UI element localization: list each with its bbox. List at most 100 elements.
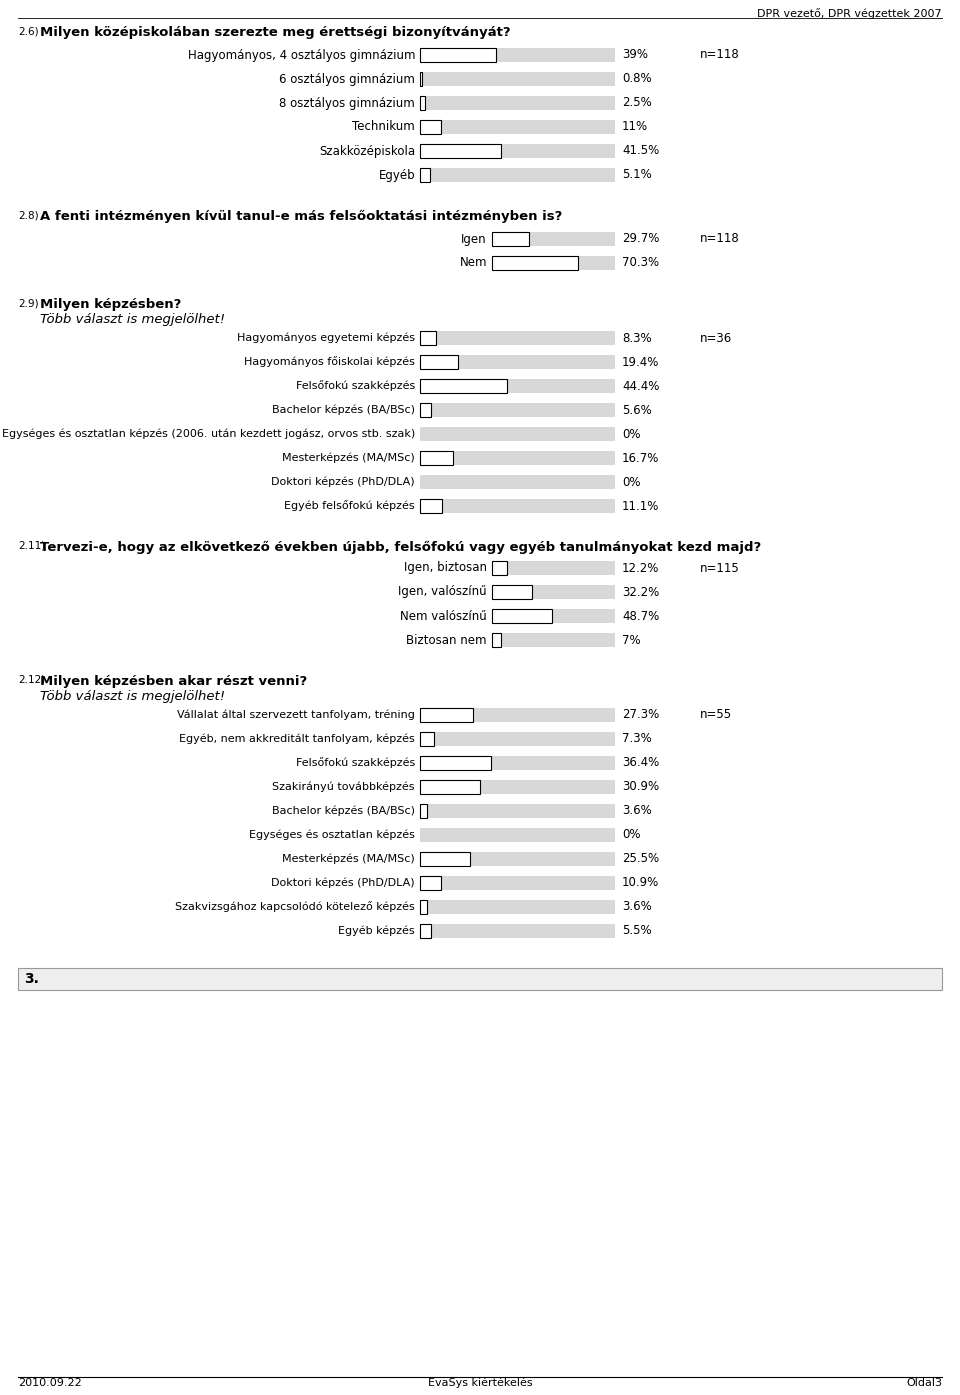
Bar	[420, 476, 615, 490]
Text: 44.4%: 44.4%	[622, 379, 660, 392]
Text: 2.9): 2.9)	[18, 299, 38, 308]
Text: Több választ is megjelölhet!: Több választ is megjelölhet!	[40, 312, 226, 326]
Bar	[420, 403, 431, 417]
Text: Hagyományos főiskolai képzés: Hagyományos főiskolai képzés	[244, 357, 415, 367]
Text: 27.3%: 27.3%	[622, 709, 660, 721]
Bar	[420, 73, 615, 86]
Bar	[420, 804, 427, 817]
Bar	[492, 610, 615, 624]
Bar	[420, 47, 496, 61]
Bar	[420, 499, 615, 513]
Text: Doktori képzés (PhD/DLA): Doktori képzés (PhD/DLA)	[272, 877, 415, 889]
Text: 0.8%: 0.8%	[622, 73, 652, 85]
Text: 32.2%: 32.2%	[622, 586, 660, 598]
Bar	[420, 354, 615, 370]
Bar	[492, 257, 579, 271]
Bar	[420, 379, 507, 393]
Bar	[420, 780, 480, 794]
Bar	[420, 379, 615, 393]
Text: Milyen képzésben akar részt venni?: Milyen képzésben akar részt venni?	[40, 675, 307, 688]
Bar	[492, 232, 529, 246]
Text: 12.2%: 12.2%	[622, 562, 660, 575]
Bar	[420, 732, 615, 746]
Text: n=36: n=36	[700, 332, 732, 345]
Bar	[420, 499, 442, 513]
Bar	[420, 923, 431, 937]
Text: 19.4%: 19.4%	[622, 356, 660, 368]
Bar	[492, 610, 552, 624]
Bar	[420, 709, 615, 723]
Text: 39%: 39%	[622, 49, 648, 61]
Text: 2.12): 2.12)	[18, 675, 45, 685]
Bar	[420, 120, 442, 134]
Bar	[420, 709, 473, 723]
Text: 2.5%: 2.5%	[622, 96, 652, 109]
Bar	[420, 144, 615, 158]
Text: 2.11): 2.11)	[18, 541, 45, 551]
Text: 8 osztályos gimnázium: 8 osztályos gimnázium	[279, 96, 415, 109]
Text: Igen: Igen	[462, 233, 487, 246]
Text: Szakvizsgához kapcsolódó kötelező képzés: Szakvizsgához kapcsolódó kötelező képzés	[176, 901, 415, 912]
Text: n=118: n=118	[700, 49, 740, 61]
Text: 8.3%: 8.3%	[622, 332, 652, 345]
Text: Tervezi-e, hogy az elkövetkező években újabb, felsőfokú vagy egyéb tanulmányokat: Tervezi-e, hogy az elkövetkező években ú…	[40, 541, 761, 554]
Text: 11%: 11%	[622, 120, 648, 134]
Text: 48.7%: 48.7%	[622, 610, 660, 622]
Bar	[420, 427, 615, 441]
Text: n=118: n=118	[700, 233, 740, 246]
Text: 7.3%: 7.3%	[622, 732, 652, 745]
Bar	[420, 354, 458, 370]
Text: Technikum: Technikum	[352, 120, 415, 134]
Text: 5.1%: 5.1%	[622, 169, 652, 181]
Text: 5.5%: 5.5%	[622, 925, 652, 937]
Bar	[420, 451, 452, 465]
Text: 2.6): 2.6)	[18, 27, 38, 36]
Text: Igen, valószínű: Igen, valószínű	[398, 586, 487, 598]
Bar	[420, 451, 615, 465]
Bar	[420, 167, 615, 181]
Text: 3.6%: 3.6%	[622, 901, 652, 914]
Text: n=115: n=115	[700, 562, 740, 575]
Text: Egyéb felsőfokú képzés: Egyéb felsőfokú képzés	[284, 501, 415, 512]
Text: Egyéb, nem akkreditált tanfolyam, képzés: Egyéb, nem akkreditált tanfolyam, képzés	[180, 734, 415, 745]
Text: Doktori képzés (PhD/DLA): Doktori képzés (PhD/DLA)	[272, 477, 415, 487]
Bar	[420, 852, 615, 866]
Text: Szakközépiskola: Szakközépiskola	[319, 145, 415, 158]
Bar	[420, 96, 425, 110]
Text: Egyéb képzés: Egyéb képzés	[338, 926, 415, 936]
Bar	[492, 232, 615, 246]
Bar	[492, 257, 615, 271]
Text: Felsőfokú szakképzés: Felsőfokú szakképzés	[296, 381, 415, 392]
Bar	[420, 852, 469, 866]
Text: Nem valószínű: Nem valószínű	[400, 610, 487, 622]
Bar	[420, 876, 442, 890]
Text: Bachelor képzés (BA/BSc): Bachelor képzés (BA/BSc)	[272, 806, 415, 816]
Text: 6 osztályos gimnázium: 6 osztályos gimnázium	[279, 73, 415, 85]
Bar	[420, 923, 615, 937]
Bar	[18, 968, 942, 990]
Bar	[420, 756, 491, 770]
Bar	[420, 756, 615, 770]
Text: 30.9%: 30.9%	[622, 780, 660, 794]
Text: 3.6%: 3.6%	[622, 805, 652, 817]
Bar	[420, 120, 615, 134]
Text: 7%: 7%	[622, 633, 640, 646]
Text: Hagyományos, 4 osztályos gimnázium: Hagyományos, 4 osztályos gimnázium	[187, 49, 415, 61]
Bar	[420, 732, 434, 746]
Bar	[420, 876, 615, 890]
Text: 10.9%: 10.9%	[622, 876, 660, 890]
Bar	[492, 585, 615, 598]
Text: 41.5%: 41.5%	[622, 145, 660, 158]
Bar	[420, 47, 615, 61]
Bar	[420, 829, 615, 843]
Bar	[420, 900, 615, 914]
Text: Nem: Nem	[460, 257, 487, 269]
Text: 2010.09.22: 2010.09.22	[18, 1378, 82, 1388]
Text: Oldal3: Oldal3	[906, 1378, 942, 1388]
Text: Egységes és osztatlan képzés (2006. után kezdett jogász, orvos stb. szak): Egységes és osztatlan képzés (2006. után…	[2, 428, 415, 439]
Text: 3.: 3.	[24, 972, 38, 986]
Bar	[492, 585, 532, 598]
Text: Milyen középiskolában szerezte meg érettségi bizonyítványát?: Milyen középiskolában szerezte meg érett…	[40, 27, 511, 39]
Bar	[492, 633, 615, 647]
Bar	[420, 167, 430, 181]
